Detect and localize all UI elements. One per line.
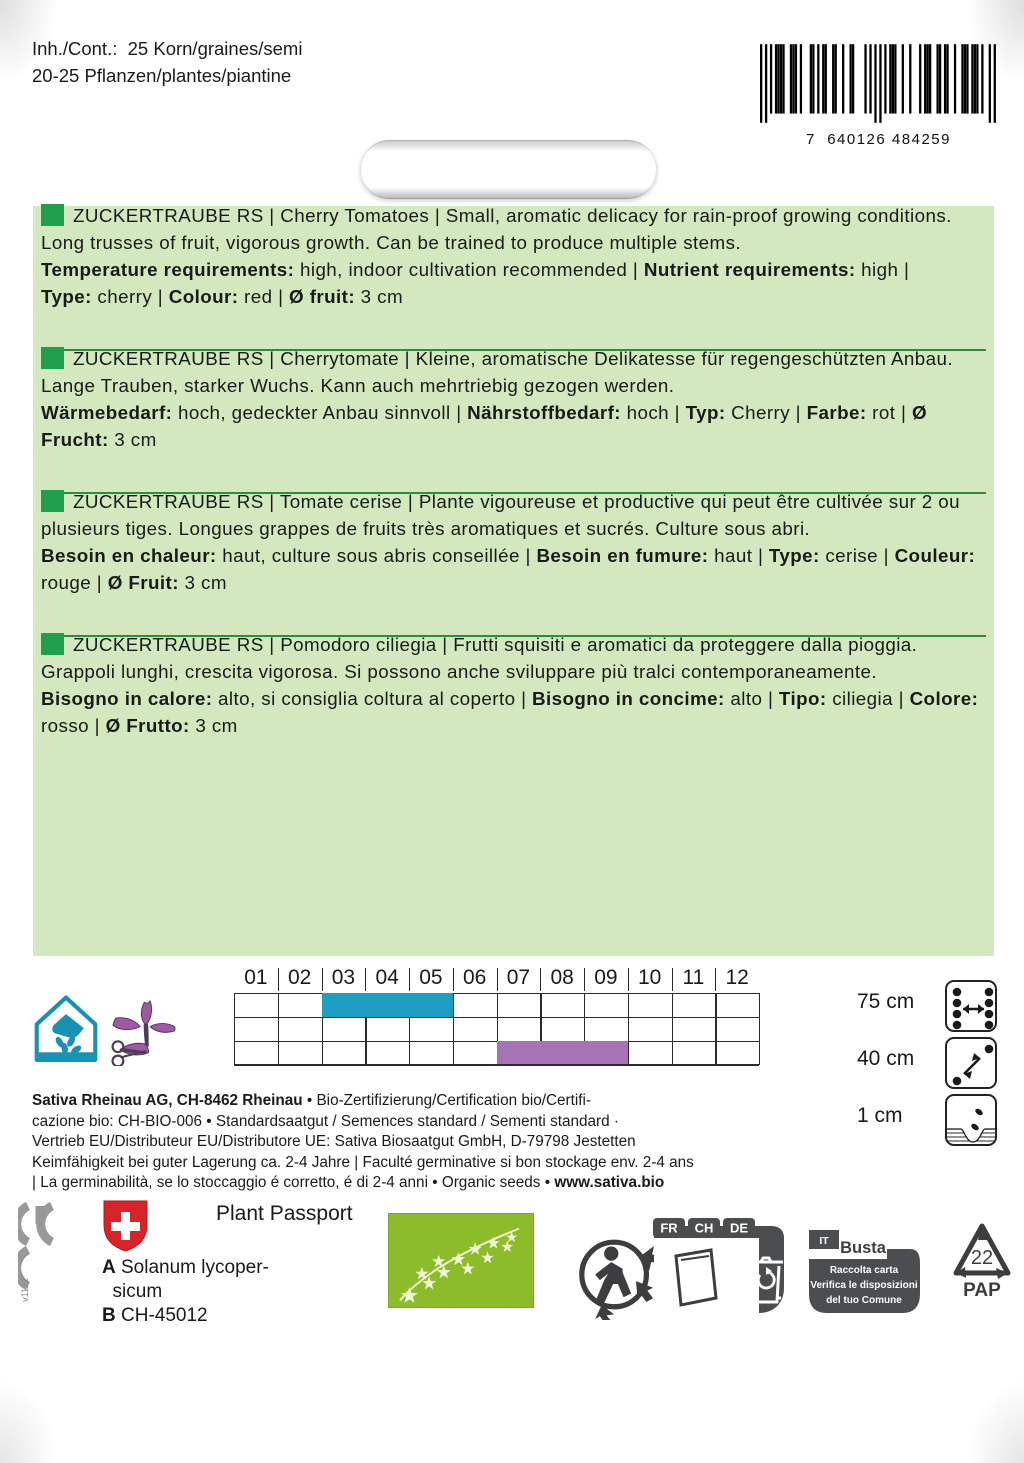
svg-text:PAP: PAP xyxy=(963,1280,1001,1301)
svg-text:DE: DE xyxy=(730,1221,748,1236)
svg-text:CH: CH xyxy=(695,1221,714,1236)
svg-text:Raccolta carta: Raccolta carta xyxy=(830,1265,899,1276)
svg-text:Busta: Busta xyxy=(840,1239,887,1257)
svg-text:del tuo Comune: del tuo Comune xyxy=(826,1295,902,1306)
svg-text:FR: FR xyxy=(660,1221,678,1236)
svg-text:Verifica le disposizioni: Verifica le disposizioni xyxy=(810,1280,917,1291)
svg-text:IT: IT xyxy=(819,1235,829,1247)
svg-text:22: 22 xyxy=(971,1247,993,1269)
